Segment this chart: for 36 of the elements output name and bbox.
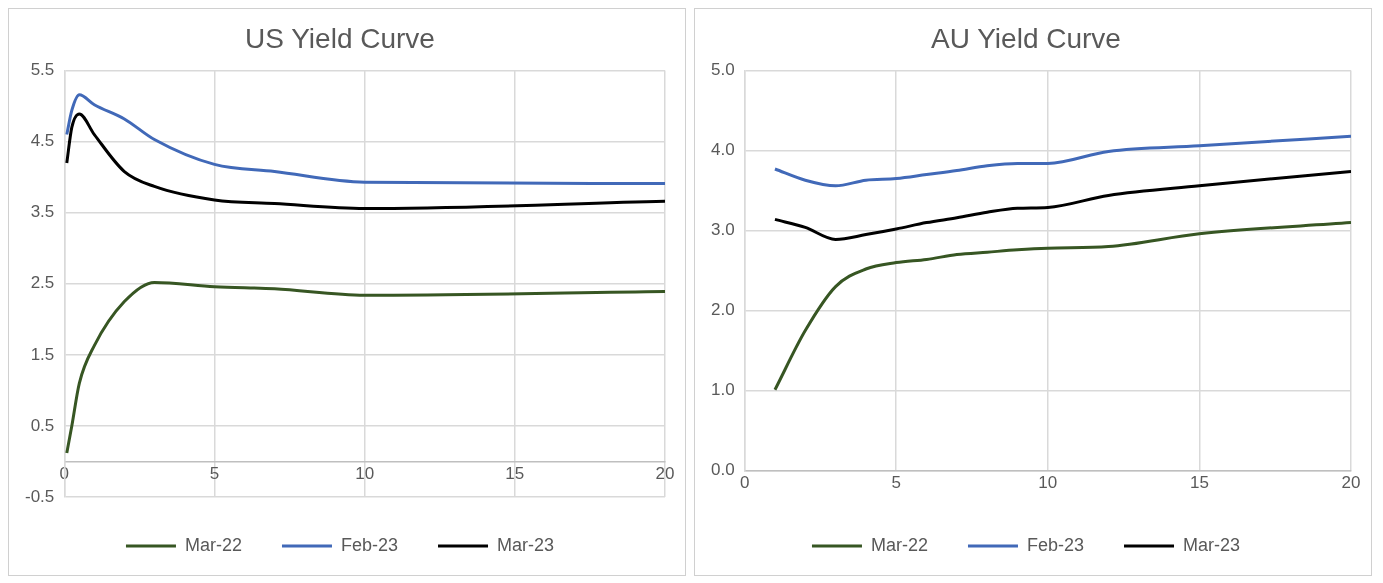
legend-label: Feb-23	[340, 534, 399, 555]
y-tick-label: 3.0	[710, 220, 735, 240]
y-tick-label: 4.5	[30, 131, 55, 151]
x-tick-label: 15	[505, 464, 525, 484]
line-series	[773, 221, 1351, 392]
x-tick-label: 15	[1189, 473, 1209, 493]
x-tick-label: 0	[739, 473, 750, 493]
y-tick-label: 1.0	[710, 380, 735, 400]
y-tick-label: -0.5	[25, 486, 55, 506]
y-tick-label: 5.5	[30, 60, 55, 80]
legend-label: Mar-22	[870, 534, 928, 555]
y-tick-label: 4.0	[710, 140, 735, 160]
line-series	[773, 169, 1351, 241]
line-series	[65, 112, 665, 210]
y-tick-label: 1.5	[30, 344, 55, 364]
legend-label: Mar-23	[1183, 534, 1241, 555]
y-tick-label: 2.0	[710, 300, 735, 320]
x-tick-label: 20	[655, 464, 675, 484]
legend-label: Feb-23	[1026, 534, 1085, 555]
x-tick-label: 5	[209, 464, 220, 484]
y-tick-label: 0.5	[30, 415, 55, 435]
y-tick-label: 3.5	[30, 202, 55, 222]
x-tick-label: 10	[1038, 473, 1058, 493]
chart-title: US Yield Curve	[245, 22, 435, 54]
chart-title: AU Yield Curve	[931, 22, 1121, 54]
line-series	[65, 93, 665, 186]
x-tick-label: 10	[355, 464, 375, 484]
legend-label: Mar-23	[497, 534, 555, 555]
y-tick-label: 2.5	[30, 273, 55, 293]
legend-label: Mar-22	[184, 534, 242, 555]
x-tick-label: 20	[1341, 473, 1361, 493]
x-tick-label: 5	[891, 473, 901, 493]
y-tick-label: 5.0	[710, 60, 735, 80]
line-series	[773, 134, 1351, 188]
line-series	[65, 280, 665, 455]
y-tick-label: 0.0	[710, 460, 735, 480]
